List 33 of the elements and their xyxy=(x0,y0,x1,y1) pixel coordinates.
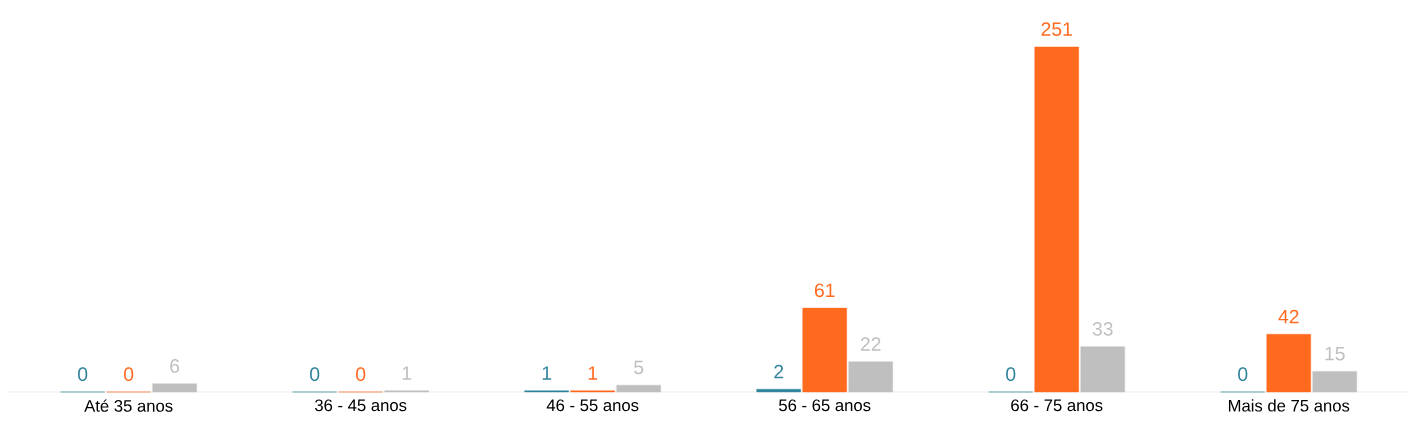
data-label: 22 xyxy=(860,337,881,351)
data-label: 1 xyxy=(588,366,598,380)
data-label: 61 xyxy=(814,283,835,298)
data-label: 0 xyxy=(78,367,88,382)
data-label: 1 xyxy=(542,366,552,380)
data-label: 251 xyxy=(1041,22,1072,36)
data-label: 42 xyxy=(1278,309,1299,324)
x-tick-label: 56 - 65 anos xyxy=(779,399,871,412)
bar xyxy=(1034,46,1079,393)
bar xyxy=(756,389,801,393)
data-label: 0 xyxy=(310,367,320,382)
bar xyxy=(152,383,197,393)
data-label: 0 xyxy=(1238,367,1248,382)
bar xyxy=(802,307,847,393)
bar xyxy=(1312,371,1357,393)
data-label: 15 xyxy=(1325,346,1345,361)
data-label: 5 xyxy=(634,360,644,375)
x-tick-label: Mais de 75 anos xyxy=(1228,399,1350,412)
data-label: 1 xyxy=(402,366,412,380)
data-label: 0 xyxy=(1006,367,1016,382)
bar xyxy=(1080,346,1125,393)
data-label: 2 xyxy=(774,364,784,379)
bar xyxy=(1266,334,1311,393)
data-label: 6 xyxy=(170,359,180,373)
data-label: 0 xyxy=(356,367,366,382)
data-label: 0 xyxy=(124,367,134,382)
x-tick-label: 46 - 55 anos xyxy=(546,399,639,412)
bar xyxy=(616,384,661,393)
x-tick-label: 66 - 75 anos xyxy=(1011,399,1103,412)
x-tick-label: Até 35 anos xyxy=(84,399,173,412)
data-label: 33 xyxy=(1092,321,1113,336)
x-tick-label: 36 - 45 anos xyxy=(314,399,407,412)
bar xyxy=(848,361,893,393)
